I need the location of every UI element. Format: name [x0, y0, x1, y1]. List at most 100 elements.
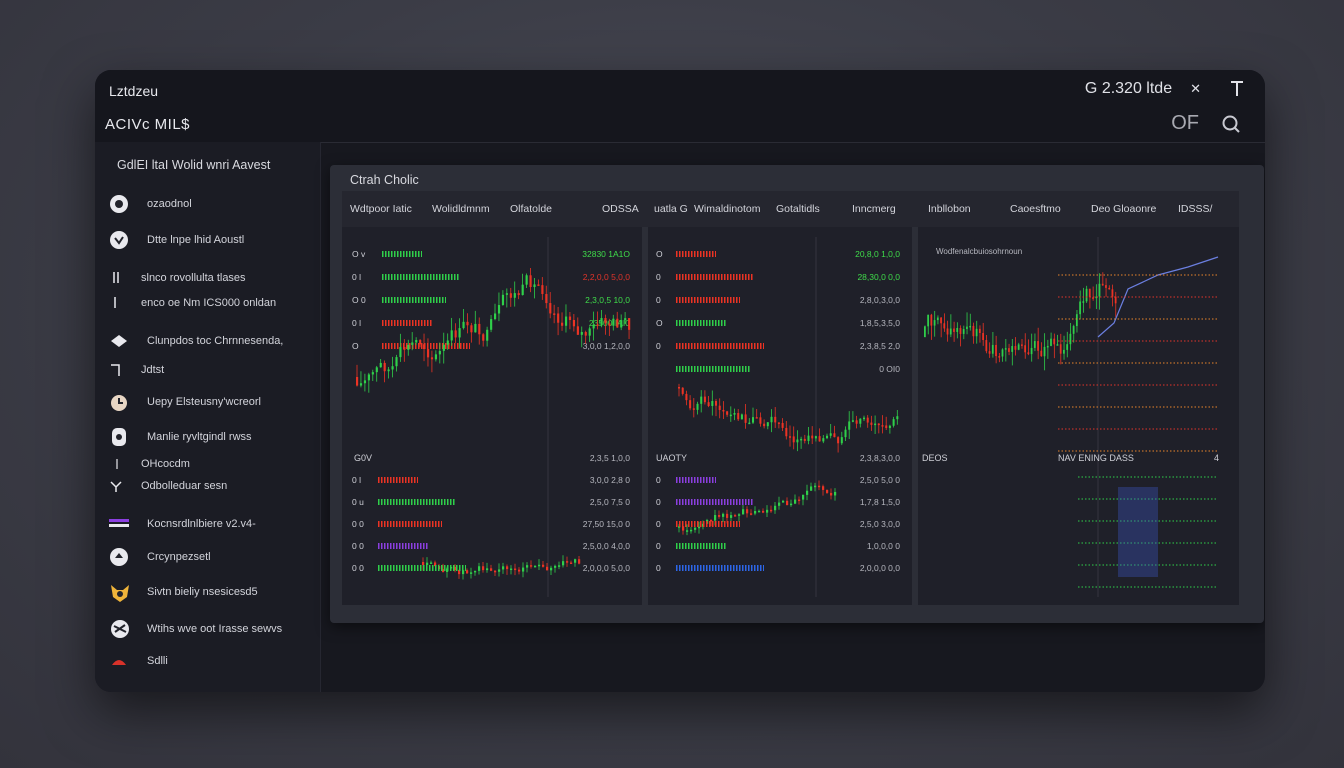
sidebar-item-0[interactable]: ozaodnol: [109, 194, 192, 214]
candle-body: [561, 322, 564, 326]
sidebar-item-1[interactable]: Dtte lnpe lhid Aoustl: [109, 230, 244, 250]
column-header[interactable]: IDSSS/: [1178, 203, 1213, 215]
candle-body: [363, 380, 367, 384]
column-header[interactable]: Gotaltidls: [776, 203, 820, 215]
row-value: 2,3,8,5 2,0: [859, 341, 900, 351]
row-volume-strip: [676, 274, 753, 280]
sidebar-item-12[interactable]: Sivtn bieliy nsesicesd5: [109, 582, 258, 602]
candle-body: [927, 314, 930, 327]
column-header[interactable]: Inncmerg: [852, 203, 896, 215]
column-header[interactable]: Inbllobon: [928, 203, 971, 215]
candle-body: [570, 562, 573, 565]
row-label: O: [656, 249, 663, 259]
column-header[interactable]: Deo Gloaonre: [1091, 203, 1157, 215]
sidebar-item-6[interactable]: Uepy Elsteusny'wcreorl: [109, 392, 261, 412]
sidebar-item-10[interactable]: Kocnsrdlnlbiere v2.v4-: [109, 514, 256, 534]
row-volume-strip: [676, 366, 751, 372]
candle-body: [568, 316, 572, 320]
column-header[interactable]: Wolidldmnm: [432, 203, 490, 215]
row-volume-strip: [676, 565, 764, 571]
row-label: 0: [656, 541, 661, 551]
candle-body: [833, 433, 836, 438]
candle-body: [534, 565, 537, 568]
row-value: 2,5,0,0 4,0,0: [582, 541, 630, 551]
right-candlestick-chart[interactable]: [918, 227, 1239, 605]
account-label[interactable]: G 2.320 ltde: [1084, 80, 1173, 97]
gauge-icon: [109, 427, 129, 447]
candle-body: [419, 340, 422, 345]
candle-body: [766, 509, 769, 513]
sidebar-item-5[interactable]: Jdtst: [109, 360, 164, 380]
candle-body: [494, 570, 497, 573]
candle-body: [518, 569, 521, 572]
sidebar-item-13[interactable]: Wtihs wve oot Irasse sewvs: [109, 619, 282, 639]
candle-body: [490, 319, 493, 330]
row-volume-strip: [378, 477, 418, 483]
candle-body: [763, 423, 766, 427]
candle-body: [1040, 350, 1043, 357]
candle-body: [798, 499, 801, 502]
middle-candlestick-chart[interactable]: [648, 227, 912, 605]
sidebar-item-4[interactable]: Clunpdos toc Chrnnesenda,: [109, 331, 283, 351]
candle-body: [576, 326, 579, 335]
candle-body: [866, 417, 869, 423]
candle-body: [848, 421, 851, 430]
column-header[interactable]: Olfatolde: [510, 203, 553, 215]
candle-body: [399, 346, 402, 358]
candle-body: [415, 340, 418, 343]
sidebar-item-14[interactable]: Sdlli: [109, 651, 168, 671]
candle-body: [786, 500, 789, 506]
column-header[interactable]: Caoesftmo: [1010, 203, 1061, 215]
candle-body: [509, 293, 512, 298]
candle-body: [969, 325, 972, 328]
rose-icon: [109, 619, 129, 639]
candle-body: [466, 321, 469, 326]
row-label: 0: [656, 519, 661, 529]
row-volume-strip: [676, 521, 740, 527]
shield-icon: [109, 194, 129, 214]
row-label: 0 0: [352, 541, 364, 551]
candle-body: [478, 323, 481, 335]
sidebar-item-9[interactable]: Odbolleduar sesn: [109, 476, 227, 496]
line-icon: [109, 293, 123, 313]
candle-body: [383, 362, 386, 372]
candle-body: [1079, 301, 1081, 315]
pin-icon[interactable]: [1229, 80, 1245, 98]
search-icon[interactable]: [1221, 114, 1241, 134]
toggle-button[interactable]: OF: [1171, 112, 1199, 134]
candle-body: [959, 327, 962, 334]
column-header[interactable]: Wimaldinotom: [694, 203, 761, 215]
candle-body: [530, 565, 533, 567]
sidebar-item-7[interactable]: Manlie ryvltgindl rwss: [109, 427, 252, 447]
candle-body: [822, 438, 825, 442]
column-header[interactable]: uatla G: [654, 203, 688, 215]
row-volume-strip: [676, 477, 716, 483]
sidebar-item-11[interactable]: Crcynpezsetl: [109, 547, 211, 567]
candle-body: [438, 350, 441, 355]
close-icon[interactable]: ✕: [1190, 81, 1201, 96]
candle-body: [744, 414, 747, 423]
candle-body: [466, 570, 469, 574]
candle-body: [513, 293, 516, 298]
sidebar-item-2[interactable]: slnco rovollulta tlases: [109, 268, 246, 288]
column-header[interactable]: Wdtpoor Iatic: [350, 203, 412, 215]
candle-body: [490, 568, 493, 571]
candle-body: [442, 344, 445, 351]
row-volume-strip: [382, 343, 470, 349]
candle-body: [367, 374, 370, 381]
candle-body: [722, 513, 725, 517]
candle-body: [446, 340, 449, 345]
candle-body: [796, 439, 799, 443]
candle-body: [698, 526, 701, 529]
sidebar-item-label: Jdtst: [141, 364, 165, 376]
top-bar: Lztdzeu ACIVc MIL$ G 2.320 ltde ✕ OF: [95, 70, 1265, 143]
sidebar-item-8[interactable]: OHcocdm: [109, 454, 190, 474]
left-section-label: G0V: [354, 453, 373, 463]
row-value: 27,50 15,0 0: [582, 519, 630, 529]
candle-body: [1053, 338, 1056, 345]
right-section-label-2: NAV ENING DASS: [1058, 453, 1134, 463]
column-header[interactable]: ODSSA: [602, 203, 639, 215]
candle-body: [395, 357, 398, 367]
sidebar-item-3[interactable]: enco oe Nm ICS000 onldan: [109, 293, 276, 313]
sidebar-item-label: Uepy Elsteusny'wcreorl: [147, 396, 261, 408]
